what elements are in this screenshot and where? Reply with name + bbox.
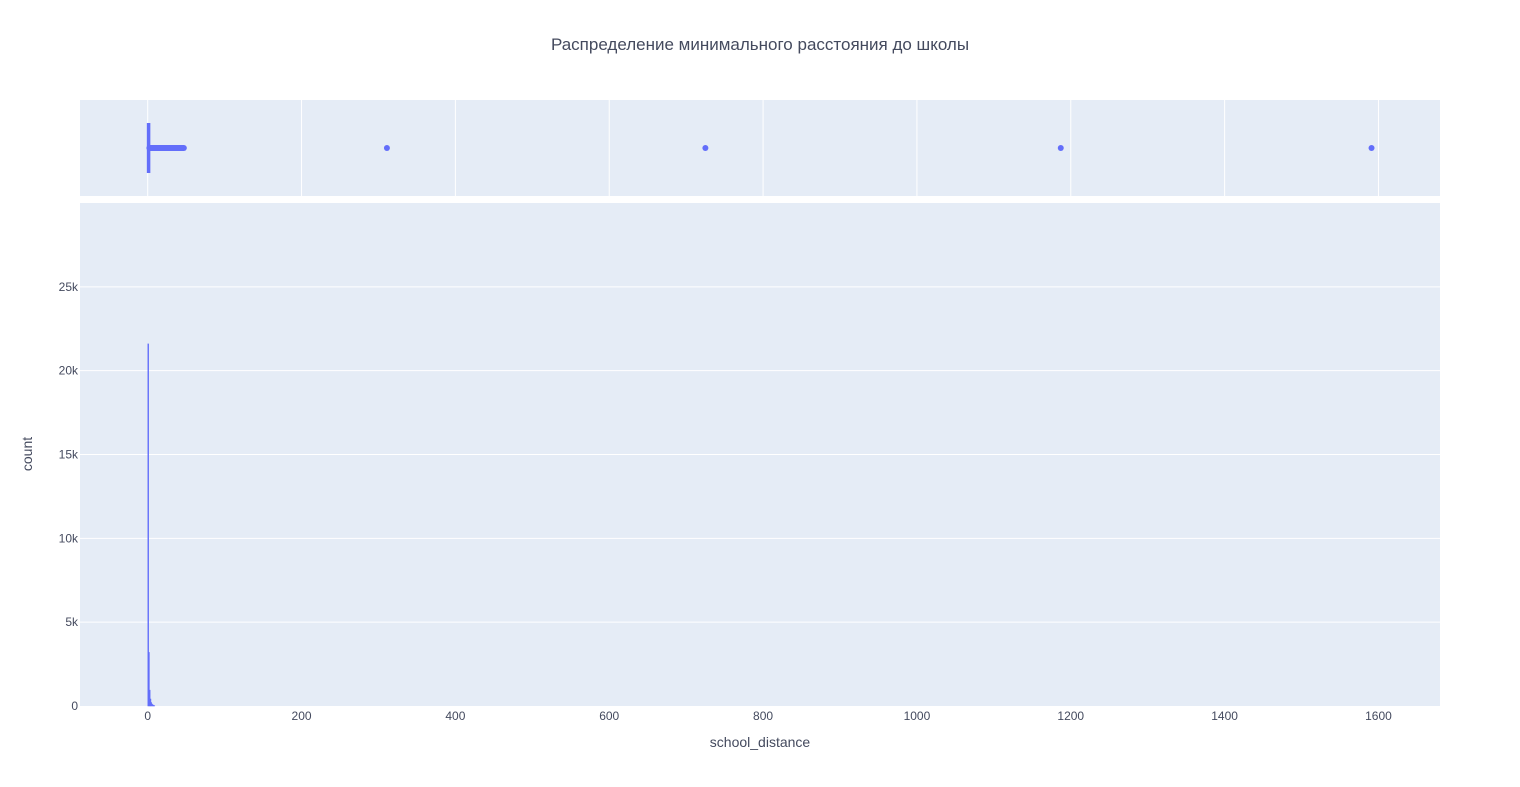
x-tick-label: 1200 <box>1057 709 1084 723</box>
chart-title: Распределение минимального расстояния до… <box>551 35 969 54</box>
x-tick-label: 400 <box>445 709 465 723</box>
marginal-box-plot <box>146 123 1375 173</box>
x-tick-label: 600 <box>599 709 619 723</box>
y-tick-labels: 0 5k 10k 15k 20k 25k <box>59 280 79 713</box>
marginal-plot-area <box>80 100 1440 196</box>
outlier-point <box>702 145 709 151</box>
histogram-bar <box>147 343 149 707</box>
x-tick-label: 1400 <box>1211 709 1238 723</box>
histogram-bars <box>147 343 156 707</box>
marginal-gridlines <box>147 100 1379 196</box>
x-tick-label: 0 <box>144 709 151 723</box>
y-tick-label: 10k <box>59 531 79 545</box>
main-gridlines <box>80 286 1440 623</box>
outlier-point <box>383 145 390 151</box>
x-tick-labels: 0 200 400 600 800 1000 1200 1400 1600 <box>144 709 1392 723</box>
histogram-bar <box>149 689 151 707</box>
y-tick-label: 0 <box>71 699 78 713</box>
y-tick-label: 15k <box>59 448 79 462</box>
y-axis-title: count <box>19 437 35 471</box>
histogram-bar <box>148 652 150 707</box>
x-tick-label: 200 <box>292 709 312 723</box>
y-tick-label: 25k <box>59 280 79 294</box>
x-tick-label: 1000 <box>904 709 931 723</box>
outlier-point <box>1057 145 1064 151</box>
x-tick-label: 1600 <box>1365 709 1392 723</box>
x-axis-title: school_distance <box>710 734 811 750</box>
outlier-point <box>1368 145 1375 151</box>
y-tick-label: 20k <box>59 364 79 378</box>
x-tick-label: 800 <box>753 709 773 723</box>
y-tick-label: 5k <box>65 615 79 629</box>
